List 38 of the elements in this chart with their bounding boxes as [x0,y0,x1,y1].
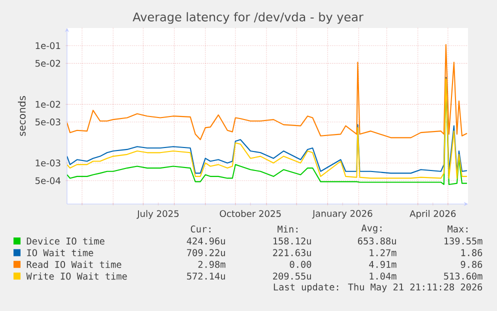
y-tick-label: 5e-04 [36,177,60,184]
text: Cur: [190,225,210,233]
text: Avg: [361,224,382,234]
text: 1.04m [370,272,396,280]
text: 139.55m [444,237,482,245]
text: 572.14u [187,272,225,280]
x-tick-label: July 2025 [136,210,179,219]
y-tick-label: 1e-03 [36,160,60,166]
y-tick-label: 1e-02 [36,100,60,108]
legend-label: Device IO time [26,237,104,245]
legend-label: Write IO Wait time [26,272,127,280]
text: 158.12u [274,237,311,245]
text: 4.91m [369,260,396,268]
text: Min: [278,225,298,233]
text: 1.27m [370,249,396,256]
y-axis-title: seconds [18,96,26,136]
text: 209.55u [273,272,311,280]
x-tick-label: January 2026 [312,210,372,219]
chart-title: Average latency for /dev/vda - by year [132,12,364,24]
y-tick-label: 5e-03 [36,118,60,126]
text: Max: [448,226,468,232]
text: 0.00 [290,260,312,268]
text: 424.96u [186,237,225,245]
text: 513.60m [444,272,482,280]
text: Last update: Thu May 21 21:11:28 2026 [274,283,482,292]
text: 2.98m [198,260,226,268]
legend-label: Read IO Wait time [26,260,122,268]
x-tick-label: October 2025 [220,210,281,218]
text: 9.86 [460,260,482,268]
text: 1.86 [461,249,482,256]
text: 221.63u [273,249,311,256]
line-series [67,44,468,140]
y-tick-label: 1e-01 [36,42,60,50]
y-tick-label: 5e-02 [36,60,60,67]
text: 653.88u [358,237,396,245]
text: 709.22u [187,249,225,256]
legend-label: IO Wait time [27,249,94,256]
x-tick-label: April 2026 [410,210,456,219]
